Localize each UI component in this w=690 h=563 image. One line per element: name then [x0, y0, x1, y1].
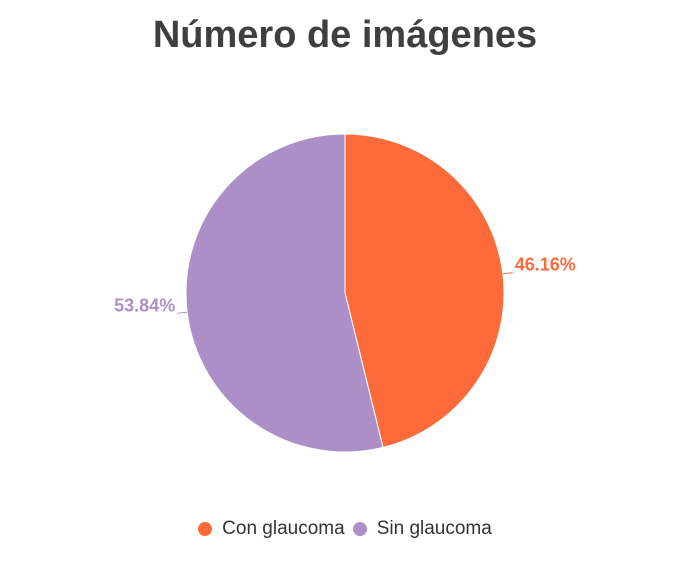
legend-swatch-con-glaucoma [198, 522, 213, 536]
pie-chart: 46.16% 53.84% [114, 133, 576, 453]
legend-item-sin-glaucoma[interactable]: Sin glaucoma [352, 518, 492, 540]
legend-item-con-glaucoma[interactable]: Con glaucoma [198, 518, 345, 540]
legend-swatch-sin-glaucoma [352, 522, 367, 536]
pie-labels: 46.16% 53.84% [114, 255, 576, 316]
pie-slices [185, 133, 505, 453]
legend-label-sin-glaucoma: Sin glaucoma [376, 518, 492, 539]
leader-line-con-glaucoma [502, 272, 513, 275]
legend: Con glaucoma Sin glaucoma [0, 518, 690, 540]
pie-slice-con-glaucoma[interactable] [344, 133, 505, 448]
chart-title: Número de imágenes [152, 14, 538, 56]
leader-line-sin-glaucoma [177, 311, 188, 314]
legend-label-con-glaucoma: Con glaucoma [222, 518, 345, 539]
data-label-con-glaucoma: 46.16% [515, 255, 576, 275]
data-label-sin-glaucoma: 53.84% [114, 295, 175, 315]
